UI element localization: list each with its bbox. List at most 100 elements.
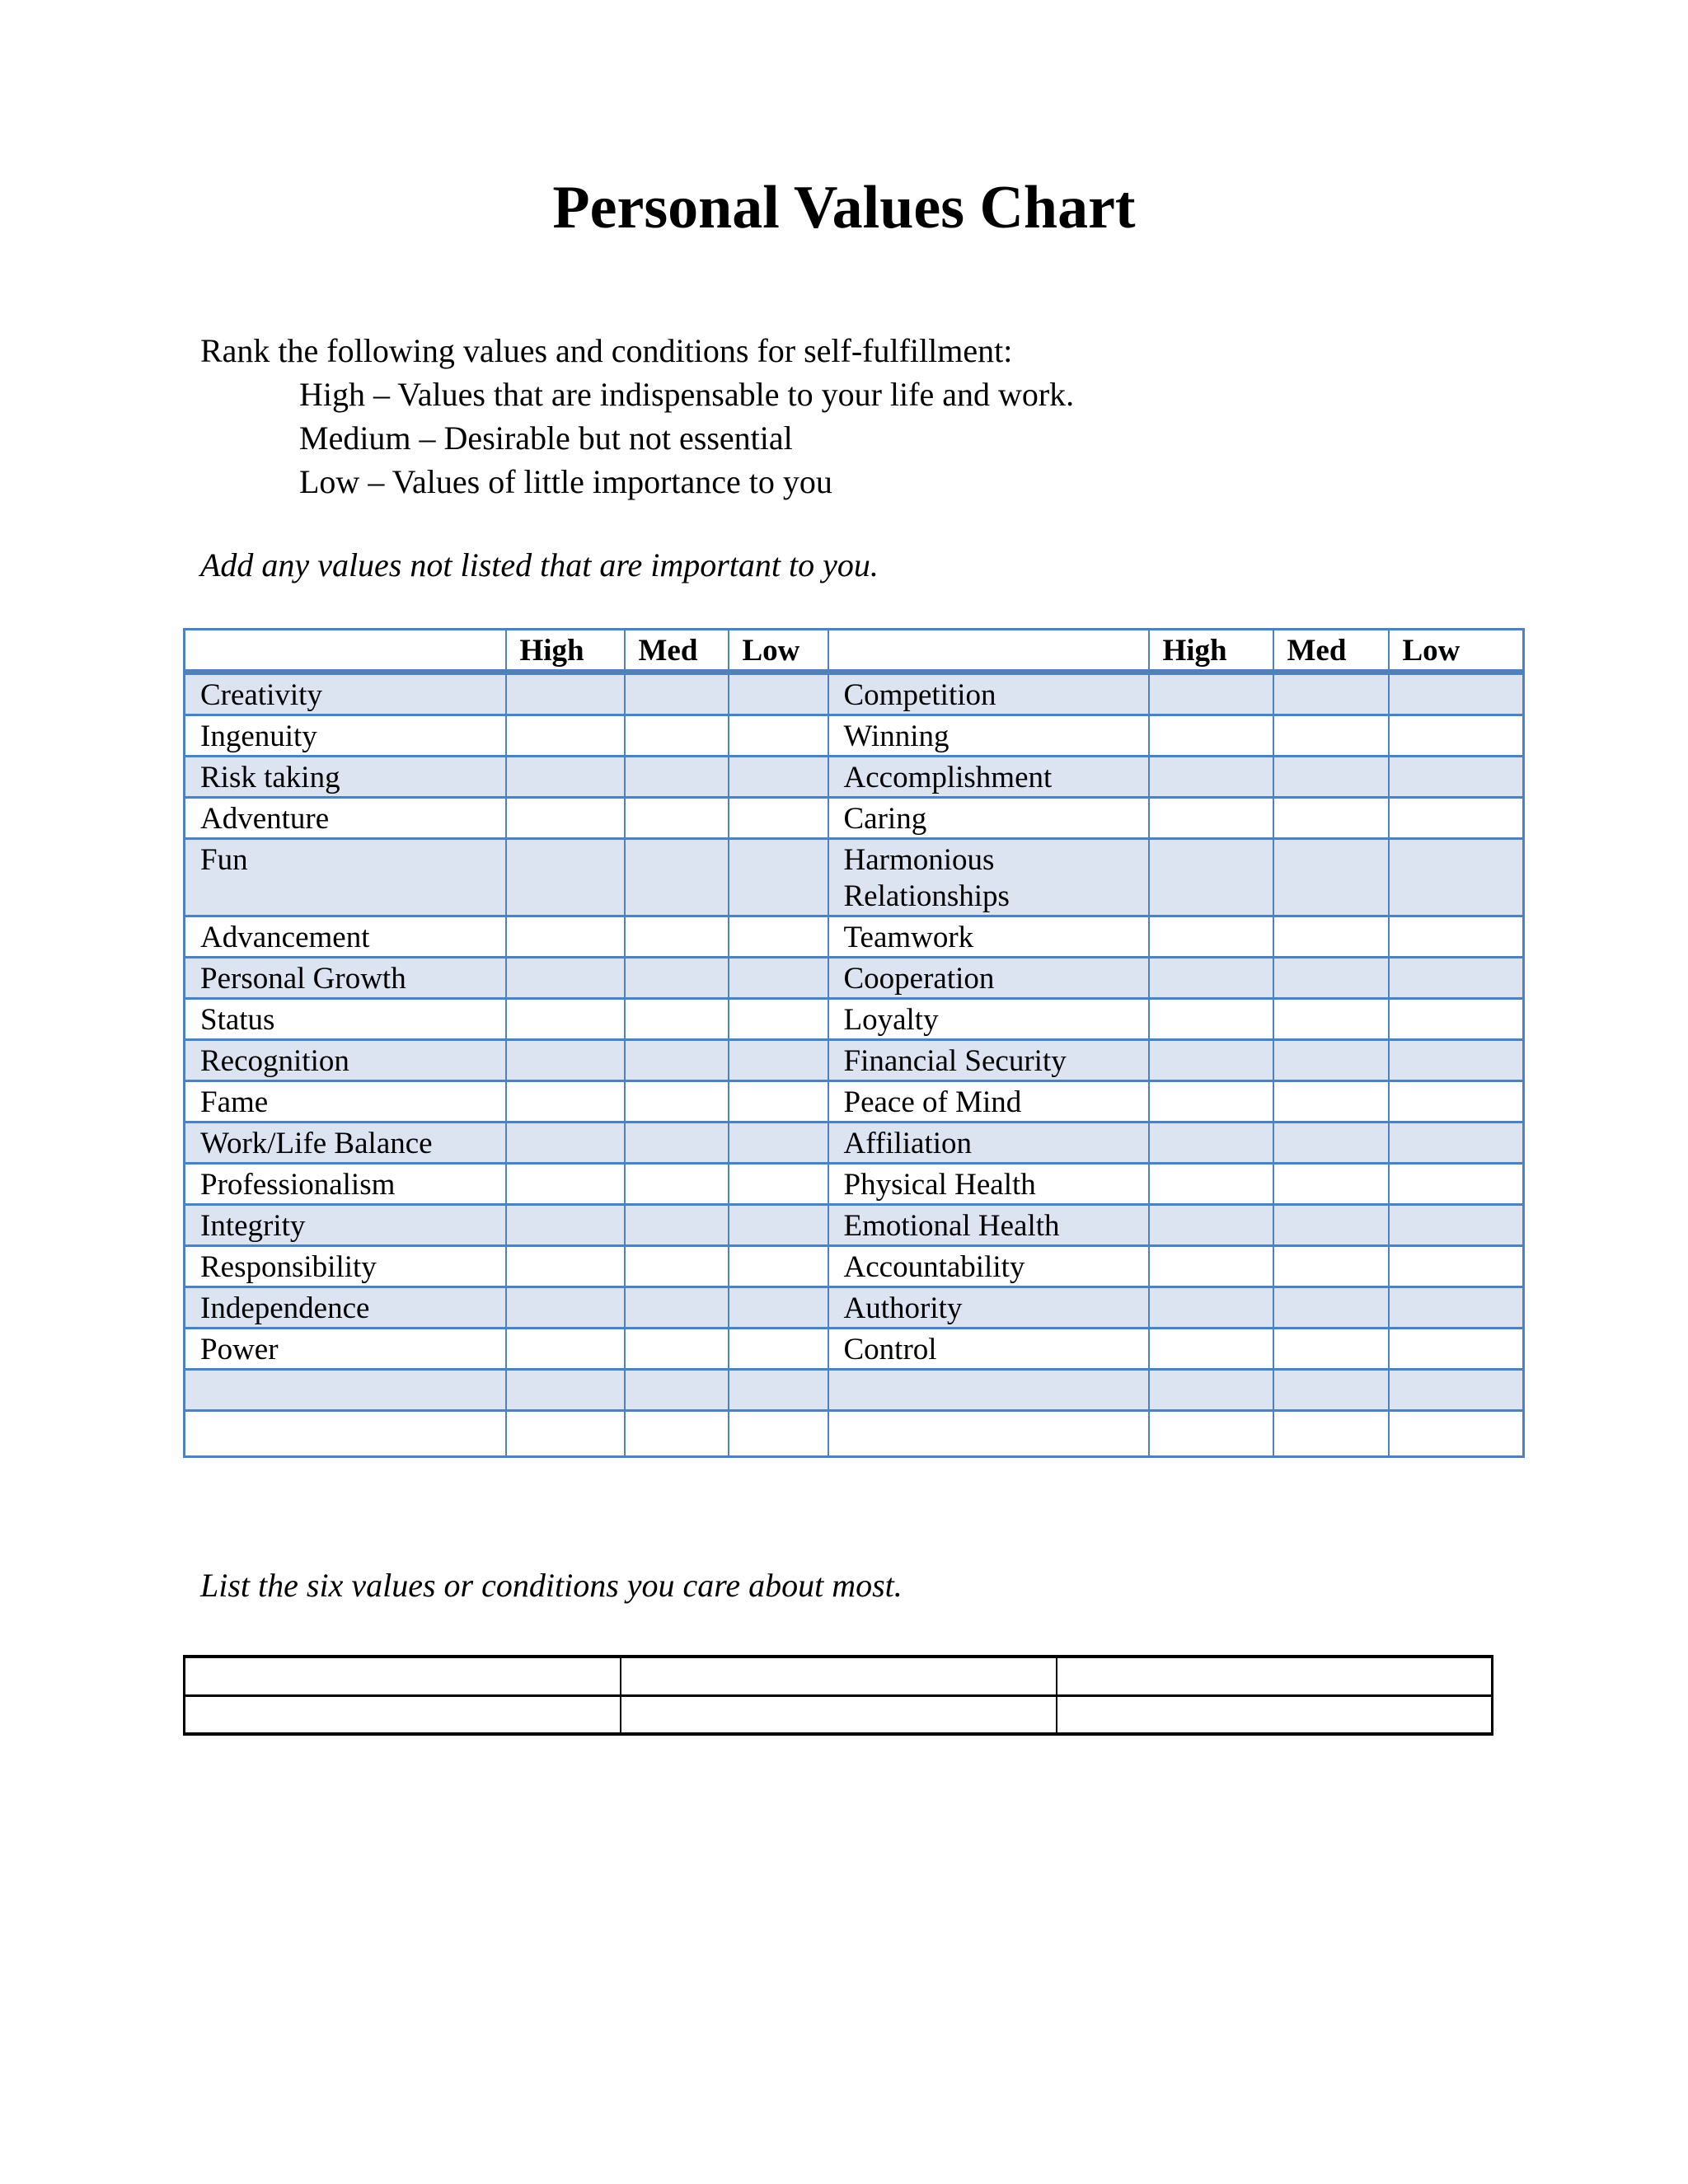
value-label-right[interactable] [827, 1409, 1150, 1458]
rank-cell-high-left[interactable] [504, 1038, 626, 1082]
rank-cell-high-left[interactable] [504, 755, 626, 799]
top-six-cell[interactable] [1055, 1694, 1493, 1735]
rank-cell-low-left[interactable] [727, 1286, 829, 1329]
rank-cell-med-right[interactable] [1272, 1244, 1390, 1288]
rank-cell-high-left[interactable] [504, 1203, 626, 1247]
rank-cell-low-left[interactable] [727, 1080, 829, 1123]
rank-cell-high-right[interactable] [1147, 714, 1274, 757]
rank-cell-med-left[interactable] [623, 915, 729, 958]
rank-cell-low-right[interactable] [1387, 671, 1525, 716]
rank-cell-high-left[interactable] [504, 1121, 626, 1165]
rank-cell-med-left[interactable] [623, 1203, 729, 1247]
rank-cell-high-left[interactable] [504, 1409, 626, 1458]
rank-cell-low-right[interactable] [1387, 956, 1525, 1000]
rank-cell-low-right[interactable] [1387, 714, 1525, 757]
rank-cell-med-left[interactable] [623, 1080, 729, 1123]
rank-cell-med-left[interactable] [623, 956, 729, 1000]
top-six-cell[interactable] [619, 1694, 1057, 1735]
rank-cell-low-left[interactable] [727, 997, 829, 1041]
rank-cell-high-right[interactable] [1147, 956, 1274, 1000]
rank-cell-high-right[interactable] [1147, 1162, 1274, 1206]
rank-cell-low-left[interactable] [727, 671, 829, 716]
rank-cell-low-left[interactable] [727, 1244, 829, 1288]
rank-cell-high-left[interactable] [504, 714, 626, 757]
rank-cell-med-left[interactable] [623, 1286, 729, 1329]
rank-cell-med-right[interactable] [1272, 1368, 1390, 1412]
rank-cell-low-right[interactable] [1387, 796, 1525, 840]
rank-cell-high-right[interactable] [1147, 837, 1274, 917]
rank-cell-high-right[interactable] [1147, 796, 1274, 840]
rank-cell-high-left[interactable] [504, 671, 626, 716]
rank-cell-low-right[interactable] [1387, 1162, 1525, 1206]
rank-cell-med-right[interactable] [1272, 915, 1390, 958]
rank-cell-low-right[interactable] [1387, 1121, 1525, 1165]
rank-cell-med-left[interactable] [623, 755, 729, 799]
rank-cell-med-right[interactable] [1272, 1121, 1390, 1165]
rank-cell-high-right[interactable] [1147, 997, 1274, 1041]
rank-cell-med-right[interactable] [1272, 997, 1390, 1041]
rank-cell-med-left[interactable] [623, 1327, 729, 1371]
rank-cell-high-right[interactable] [1147, 1038, 1274, 1082]
rank-cell-med-right[interactable] [1272, 837, 1390, 917]
rank-cell-low-left[interactable] [727, 1162, 829, 1206]
rank-cell-med-left[interactable] [623, 671, 729, 716]
rank-cell-med-right[interactable] [1272, 755, 1390, 799]
value-label-left[interactable] [183, 1409, 507, 1458]
rank-cell-high-right[interactable] [1147, 915, 1274, 958]
top-six-cell[interactable] [619, 1656, 1057, 1697]
rank-cell-high-right[interactable] [1147, 671, 1274, 716]
top-six-cell[interactable] [183, 1656, 621, 1697]
rank-cell-low-right[interactable] [1387, 755, 1525, 799]
rank-cell-low-left[interactable] [727, 1038, 829, 1082]
rank-cell-med-left[interactable] [623, 1244, 729, 1288]
rank-cell-low-left[interactable] [727, 837, 829, 917]
rank-cell-low-right[interactable] [1387, 1038, 1525, 1082]
rank-cell-high-left[interactable] [504, 1162, 626, 1206]
rank-cell-high-right[interactable] [1147, 1409, 1274, 1458]
rank-cell-low-right[interactable] [1387, 915, 1525, 958]
rank-cell-low-left[interactable] [727, 1409, 829, 1458]
rank-cell-low-right[interactable] [1387, 1368, 1525, 1412]
rank-cell-low-right[interactable] [1387, 1286, 1525, 1329]
rank-cell-med-right[interactable] [1272, 1286, 1390, 1329]
rank-cell-med-right[interactable] [1272, 1038, 1390, 1082]
rank-cell-low-left[interactable] [727, 1327, 829, 1371]
rank-cell-high-right[interactable] [1147, 1203, 1274, 1247]
value-label-right[interactable] [827, 1368, 1150, 1412]
rank-cell-med-left[interactable] [623, 1038, 729, 1082]
rank-cell-high-left[interactable] [504, 1244, 626, 1288]
rank-cell-high-left[interactable] [504, 1327, 626, 1371]
rank-cell-low-left[interactable] [727, 1203, 829, 1247]
rank-cell-med-right[interactable] [1272, 1203, 1390, 1247]
rank-cell-low-left[interactable] [727, 1121, 829, 1165]
rank-cell-low-right[interactable] [1387, 1203, 1525, 1247]
rank-cell-high-left[interactable] [504, 997, 626, 1041]
rank-cell-med-left[interactable] [623, 714, 729, 757]
rank-cell-low-right[interactable] [1387, 997, 1525, 1041]
rank-cell-low-left[interactable] [727, 796, 829, 840]
rank-cell-low-right[interactable] [1387, 837, 1525, 917]
value-label-left[interactable] [183, 1368, 507, 1412]
rank-cell-high-right[interactable] [1147, 755, 1274, 799]
rank-cell-med-right[interactable] [1272, 1409, 1390, 1458]
rank-cell-high-left[interactable] [504, 1286, 626, 1329]
rank-cell-high-right[interactable] [1147, 1080, 1274, 1123]
rank-cell-low-left[interactable] [727, 755, 829, 799]
rank-cell-med-left[interactable] [623, 1121, 729, 1165]
rank-cell-high-right[interactable] [1147, 1327, 1274, 1371]
top-six-cell[interactable] [183, 1694, 621, 1735]
rank-cell-high-right[interactable] [1147, 1368, 1274, 1412]
rank-cell-high-right[interactable] [1147, 1286, 1274, 1329]
rank-cell-high-left[interactable] [504, 1080, 626, 1123]
rank-cell-med-left[interactable] [623, 796, 729, 840]
rank-cell-low-left[interactable] [727, 956, 829, 1000]
rank-cell-med-right[interactable] [1272, 1327, 1390, 1371]
top-six-cell[interactable] [1055, 1656, 1493, 1697]
rank-cell-low-left[interactable] [727, 915, 829, 958]
rank-cell-high-left[interactable] [504, 796, 626, 840]
rank-cell-med-left[interactable] [623, 997, 729, 1041]
rank-cell-high-left[interactable] [504, 837, 626, 917]
rank-cell-high-right[interactable] [1147, 1244, 1274, 1288]
rank-cell-med-right[interactable] [1272, 956, 1390, 1000]
rank-cell-med-left[interactable] [623, 837, 729, 917]
